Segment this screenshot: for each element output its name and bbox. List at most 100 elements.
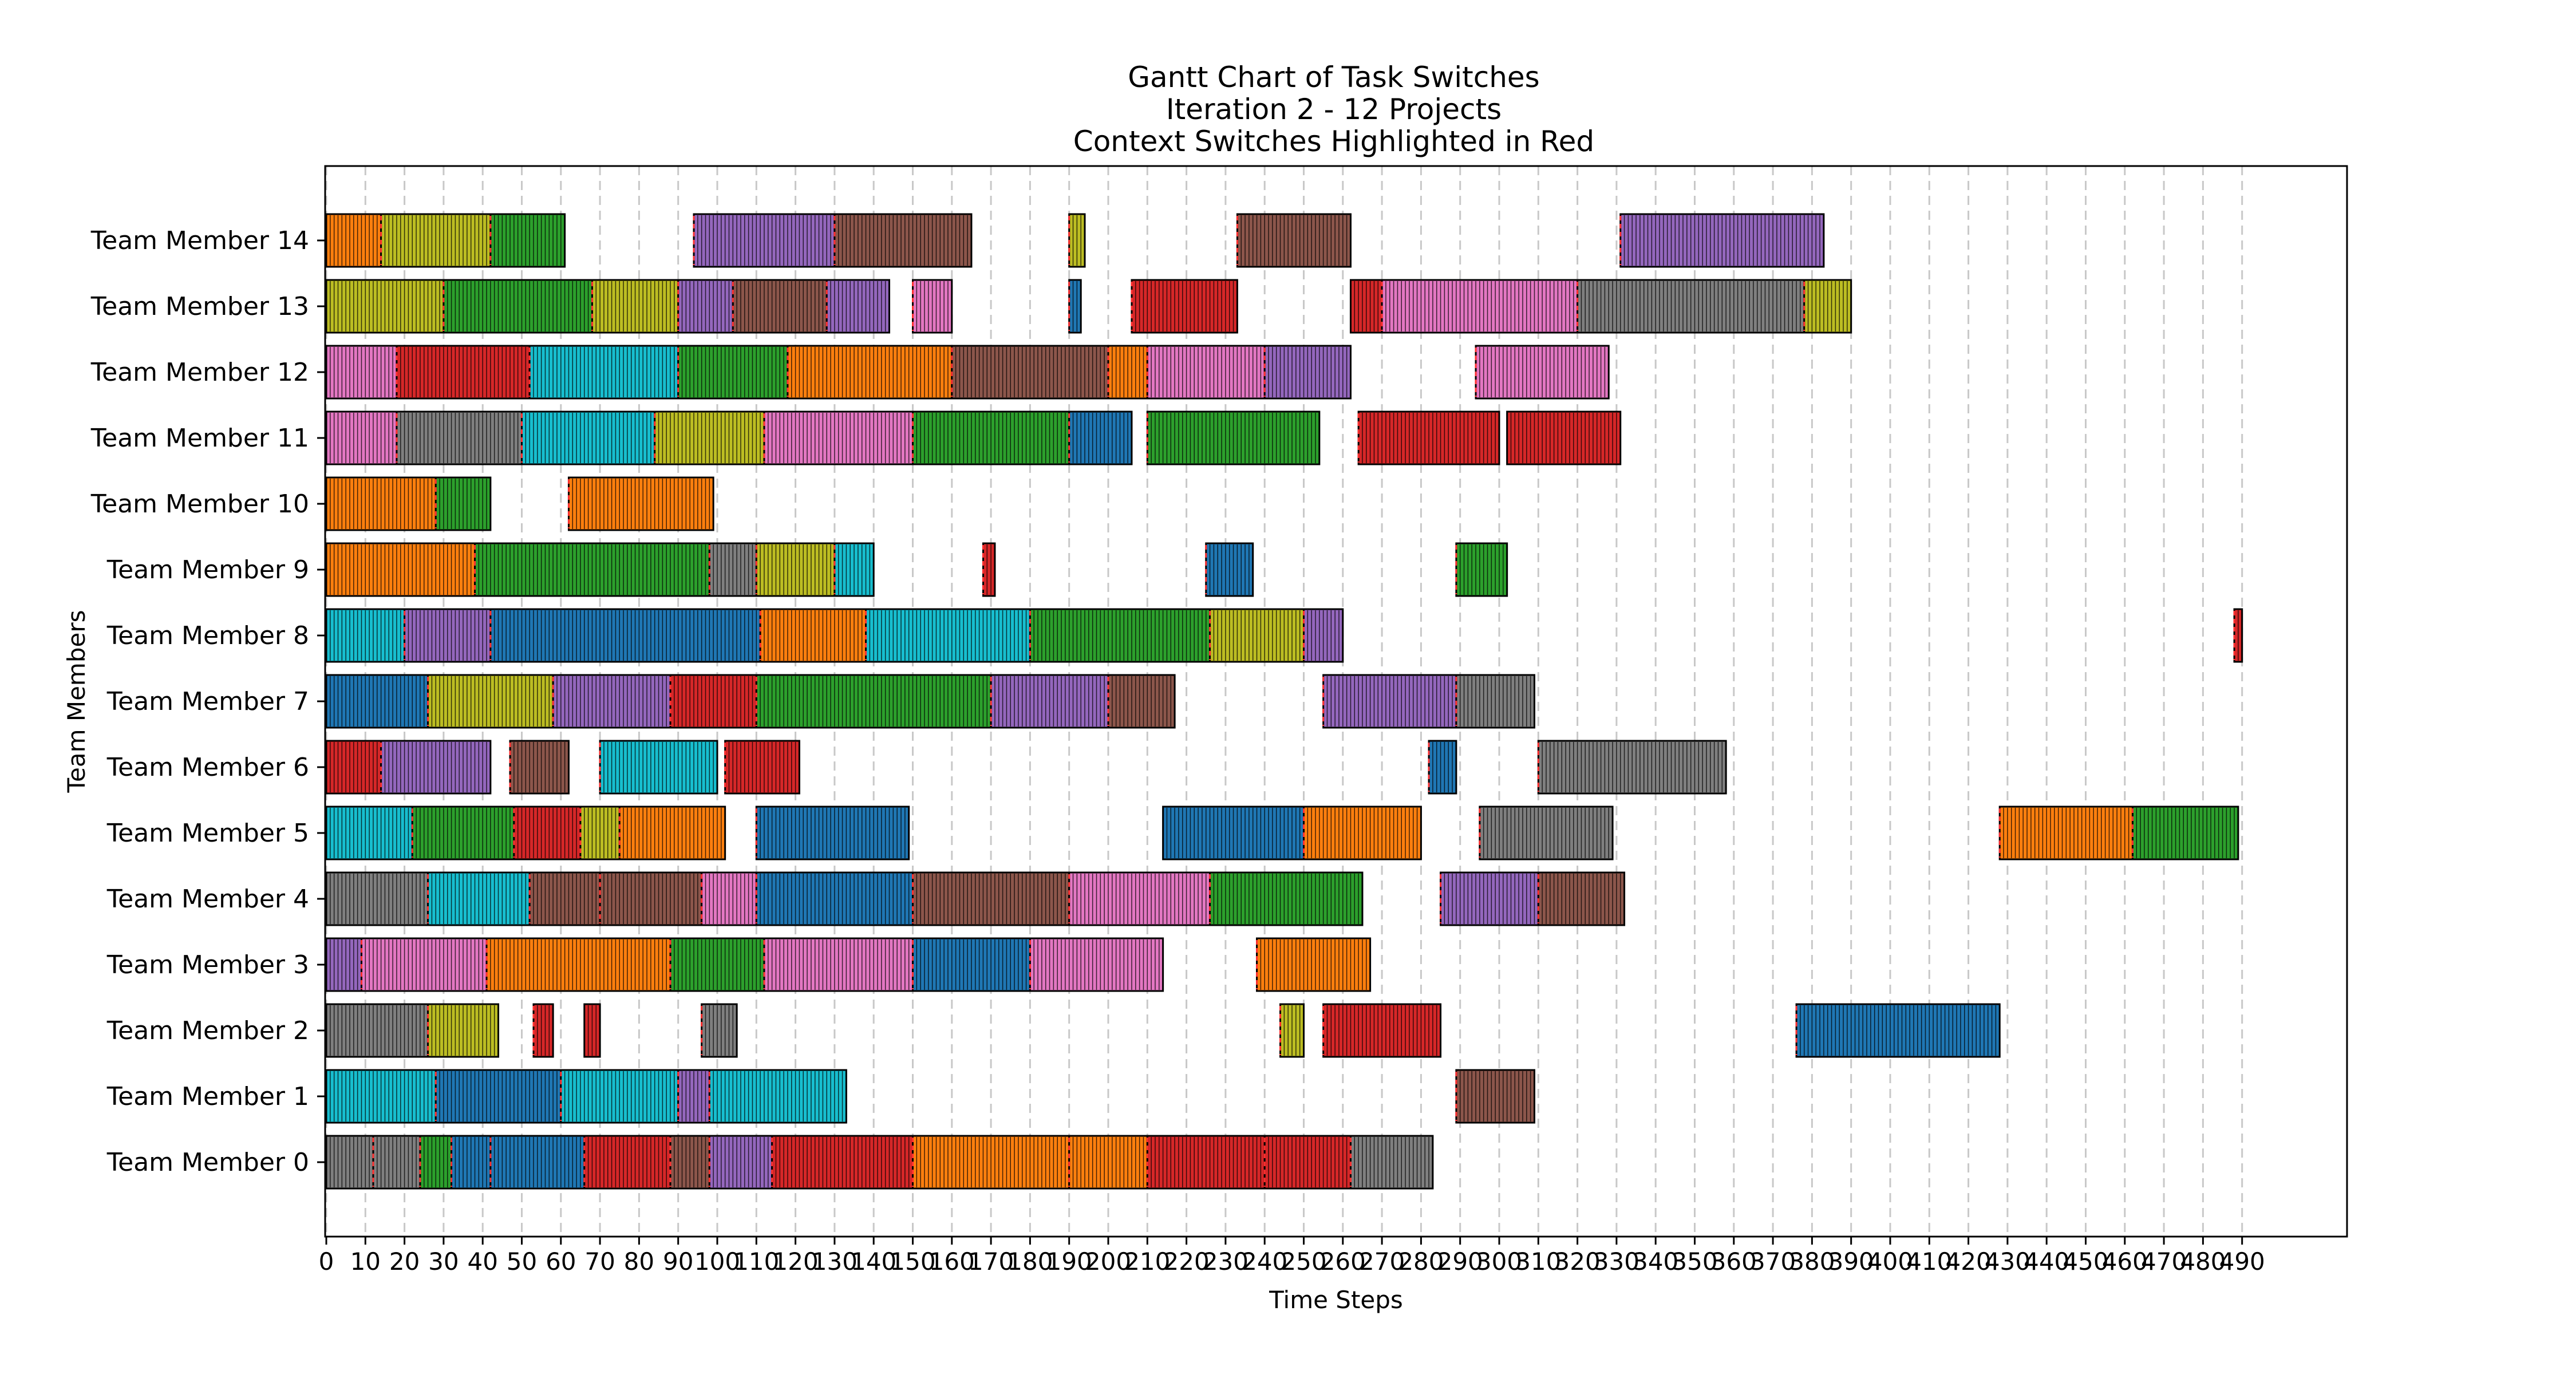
- task-segment: [396, 345, 531, 400]
- task-bar: [1349, 1135, 1434, 1190]
- x-tick-label: 370: [1750, 1247, 1796, 1276]
- task-segment: [599, 740, 718, 795]
- task-segment: [833, 542, 875, 597]
- task-segment: [912, 279, 953, 334]
- task-segment: [434, 1069, 562, 1124]
- x-tick-label: 160: [929, 1247, 975, 1276]
- x-tick-label: 40: [467, 1247, 497, 1276]
- task-segment: [1131, 279, 1238, 334]
- task-segment: [708, 542, 757, 597]
- task-segment: [669, 937, 765, 992]
- task-segment: [1795, 1003, 2001, 1058]
- y-tick-label: Team Member 10: [90, 489, 309, 519]
- x-tick-label: 110: [733, 1247, 779, 1276]
- task-segment: [1479, 806, 1614, 860]
- task-segment: [474, 542, 710, 597]
- task-segment: [325, 740, 382, 795]
- task-segment: [325, 1003, 429, 1058]
- task-bar: [567, 476, 714, 531]
- task-segment: [755, 806, 910, 860]
- task-segment: [532, 1003, 554, 1058]
- x-tick-label: 440: [2024, 1247, 2069, 1276]
- x-tick-label: 330: [1594, 1247, 1639, 1276]
- x-tick-label: 180: [1007, 1247, 1053, 1276]
- y-tick-label: Team Member 0: [106, 1148, 309, 1177]
- task-segment: [1068, 279, 1082, 334]
- task-segment: [528, 345, 679, 400]
- task-segment: [1619, 213, 1825, 268]
- y-tick-label: Team Member 1: [106, 1082, 309, 1111]
- task-segment: [618, 806, 726, 860]
- task-bar: [489, 213, 566, 268]
- x-tick-label: 480: [2180, 1247, 2226, 1276]
- task-segment: [669, 674, 757, 729]
- y-tick-label: Team Member 5: [106, 819, 309, 848]
- x-tick-label: 280: [1398, 1247, 1444, 1276]
- task-segment: [1322, 674, 1457, 729]
- task-segment: [1209, 608, 1305, 663]
- task-segment: [1029, 608, 1211, 663]
- task-segment: [1162, 806, 1305, 860]
- task-segment: [325, 279, 445, 334]
- y-tick-label: Team Member 2: [106, 1016, 309, 1045]
- member-row: [325, 871, 1626, 926]
- y-tick-label: Team Member 12: [90, 358, 309, 387]
- task-segment: [485, 937, 671, 992]
- task-segment: [427, 674, 554, 729]
- task-segment: [1029, 937, 1164, 992]
- x-tick-label: 220: [1164, 1247, 1210, 1276]
- x-tick-label: 240: [1242, 1247, 1287, 1276]
- member-row: [325, 476, 714, 531]
- task-segment: [489, 1135, 586, 1190]
- task-bar: [618, 806, 726, 860]
- task-bar: [509, 740, 570, 795]
- task-segment: [1263, 345, 1352, 400]
- member-row: [325, 674, 1535, 729]
- member-row: [325, 740, 1727, 795]
- task-segment: [755, 871, 914, 926]
- x-tick-label: 450: [2063, 1247, 2108, 1276]
- task-bar: [833, 213, 973, 268]
- member-row: [325, 542, 1508, 597]
- task-segment: [708, 1069, 847, 1124]
- task-segment: [583, 1003, 601, 1058]
- task-segment: [1506, 410, 1622, 465]
- x-tick-label: 410: [1906, 1247, 1952, 1276]
- task-segment: [1068, 410, 1133, 465]
- x-tick-label: 300: [1476, 1247, 1522, 1276]
- member-row: [325, 937, 1372, 992]
- task-segment: [912, 871, 1070, 926]
- task-segment: [528, 871, 601, 926]
- x-tick-label: 200: [1085, 1247, 1131, 1276]
- task-segment: [1537, 871, 1626, 926]
- task-segment: [755, 674, 992, 729]
- task-bar: [489, 608, 761, 663]
- task-segment: [1440, 871, 1539, 926]
- task-segment: [1068, 213, 1086, 268]
- task-segment: [1455, 1069, 1535, 1124]
- task-segment: [732, 279, 828, 334]
- task-segment: [1146, 345, 1266, 400]
- member-row: [325, 1069, 1535, 1124]
- task-segment: [669, 1135, 710, 1190]
- task-segment: [1455, 674, 1535, 729]
- task-segment: [865, 608, 1031, 663]
- x-tick-label: 260: [1320, 1247, 1366, 1276]
- task-segment: [411, 806, 515, 860]
- task-segment: [787, 345, 953, 400]
- task-segment: [2131, 806, 2239, 860]
- task-segment: [1263, 1135, 1352, 1190]
- x-tick-label: 270: [1359, 1247, 1405, 1276]
- x-tick-label: 170: [968, 1247, 1014, 1276]
- x-tick-label: 210: [1124, 1247, 1170, 1276]
- task-segment: [325, 806, 413, 860]
- task-segment: [1803, 279, 1852, 334]
- task-segment: [372, 1135, 421, 1190]
- x-tick-label: 420: [1946, 1247, 1992, 1276]
- task-bar: [1428, 740, 1457, 795]
- task-segment: [325, 410, 398, 465]
- task-bar: [1455, 542, 1508, 597]
- task-segment: [360, 937, 488, 992]
- task-segment: [1068, 1135, 1148, 1190]
- x-tick-label: 100: [694, 1247, 740, 1276]
